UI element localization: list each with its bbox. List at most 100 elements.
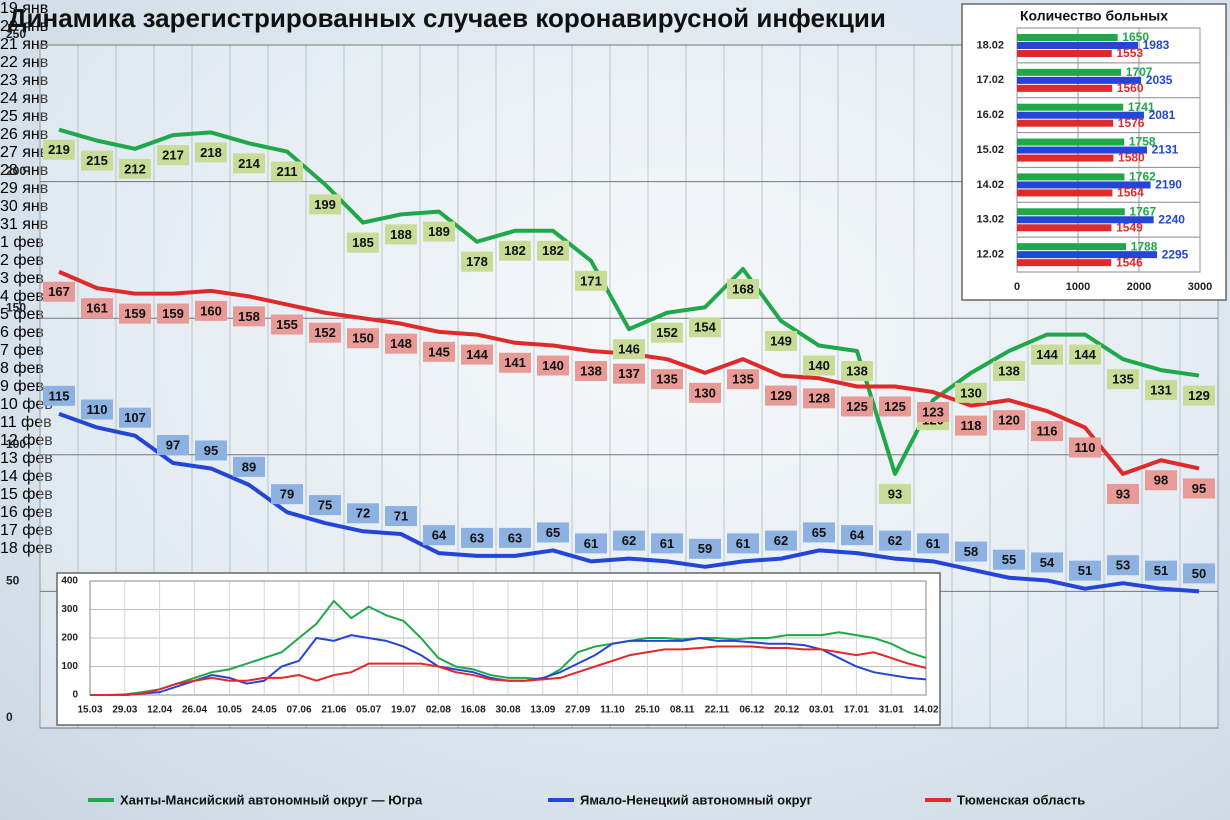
- value-label: 158: [238, 309, 260, 324]
- value-label: 135: [732, 372, 754, 387]
- label-box: [43, 281, 75, 302]
- label-box: [119, 158, 151, 179]
- label-box: [651, 533, 683, 554]
- x-tick-label: 03.01: [809, 705, 834, 716]
- value-label: 159: [162, 306, 184, 321]
- x-tick-label: 25.10: [635, 705, 660, 716]
- value-label: 138: [846, 363, 868, 378]
- label-box: [43, 385, 75, 406]
- y-tick-label: 12.02: [976, 248, 1004, 260]
- value-label: 152: [656, 325, 678, 340]
- value-label: 189: [428, 224, 450, 239]
- y-tick-label: 100: [61, 661, 78, 672]
- x-tick-label: 3000: [1188, 281, 1212, 293]
- label-box: [1107, 555, 1139, 576]
- label-box: [727, 369, 759, 390]
- value-label: 2131: [1152, 143, 1179, 157]
- bar: [1017, 181, 1151, 189]
- value-label: 135: [1112, 372, 1134, 387]
- label-box: [841, 396, 873, 417]
- x-tick-label: 2000: [1127, 281, 1151, 293]
- bar: [1017, 146, 1147, 154]
- label-box: [727, 279, 759, 300]
- label-box: [461, 344, 493, 365]
- label-box: [1107, 369, 1139, 390]
- label-box: [537, 522, 569, 543]
- value-label: 135: [656, 372, 678, 387]
- value-label: 64: [850, 528, 865, 543]
- value-label: 130: [960, 385, 982, 400]
- label-box: [1107, 483, 1139, 504]
- label-box: [81, 150, 113, 171]
- label-box: [1069, 437, 1101, 458]
- label-box: [1183, 385, 1215, 406]
- value-label: 138: [998, 363, 1020, 378]
- value-label: 120: [998, 413, 1020, 428]
- x-tick-label: 9 фев: [0, 378, 44, 395]
- x-tick-label: 3 фев: [0, 270, 44, 287]
- value-label: 130: [694, 385, 716, 400]
- value-label: 71: [394, 508, 408, 523]
- value-label: 148: [390, 336, 412, 351]
- label-box: [43, 139, 75, 160]
- x-tick-label: 19 янв: [0, 0, 49, 17]
- x-tick-label: 24.05: [252, 705, 277, 716]
- label-box: [423, 525, 455, 546]
- label-box: [803, 388, 835, 409]
- label-box: [879, 530, 911, 551]
- y-tick-label: 0: [6, 710, 13, 724]
- value-label: 1580: [1118, 151, 1145, 165]
- label-box: [613, 339, 645, 360]
- value-label: 152: [314, 325, 336, 340]
- x-tick-label: 17.01: [844, 705, 869, 716]
- value-label: 110: [87, 402, 108, 417]
- label-box: [461, 527, 493, 548]
- x-tick-label: 7 фев: [0, 342, 44, 359]
- bar: [1017, 103, 1124, 111]
- value-label: 131: [1150, 383, 1172, 398]
- value-label: 93: [1116, 486, 1130, 501]
- x-tick-label: 24 янв: [0, 90, 49, 107]
- label-box: [233, 456, 265, 477]
- x-tick-label: 02.08: [426, 705, 451, 716]
- value-label: 107: [124, 410, 146, 425]
- value-label: 51: [1078, 563, 1092, 578]
- label-box: [537, 240, 569, 261]
- label-box: [81, 399, 113, 420]
- label-box: [1183, 563, 1215, 584]
- x-tick-label: 26 янв: [0, 126, 49, 143]
- value-label: 1758: [1129, 135, 1156, 149]
- label-box: [575, 360, 607, 381]
- value-label: 1707: [1126, 65, 1153, 79]
- value-label: 125: [884, 399, 906, 414]
- y-tick-label: 50: [6, 574, 20, 588]
- value-label: 159: [124, 306, 146, 321]
- value-label: 161: [86, 301, 108, 316]
- value-label: 144: [1074, 347, 1096, 362]
- value-label: 2081: [1149, 108, 1176, 122]
- label-box: [385, 224, 417, 245]
- bar: [1017, 68, 1122, 76]
- label-box: [309, 495, 341, 516]
- y-tick-label: 150: [6, 300, 26, 314]
- bar: [1017, 173, 1125, 181]
- value-label: 140: [808, 358, 830, 373]
- x-tick-label: 31 янв: [0, 216, 49, 233]
- value-label: 93: [888, 486, 902, 501]
- x-tick-label: 20.12: [774, 705, 799, 716]
- label-box: [803, 522, 835, 543]
- x-tick-label: 0: [1014, 281, 1020, 293]
- value-label: 65: [812, 525, 826, 540]
- x-tick-label: 13.09: [530, 705, 555, 716]
- x-tick-label: 1000: [1066, 281, 1090, 293]
- label-box: [271, 314, 303, 335]
- value-label: 144: [1036, 347, 1058, 362]
- bar: [1017, 216, 1154, 224]
- x-tick-label: 22.11: [705, 705, 730, 716]
- label-box: [309, 322, 341, 343]
- x-tick-label: 31.01: [879, 705, 904, 716]
- value-label: 218: [200, 145, 222, 160]
- label-box: [347, 503, 379, 524]
- label-box: [499, 527, 531, 548]
- plot-area: [89, 580, 927, 696]
